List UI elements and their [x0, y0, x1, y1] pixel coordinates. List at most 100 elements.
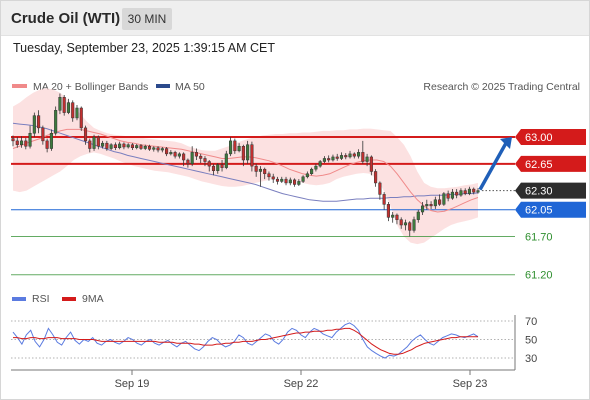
candle	[267, 171, 271, 181]
header-bar: Crude Oil (WTI) 30 MIN	[1, 1, 589, 36]
candle	[173, 150, 177, 159]
forecast-arrow	[478, 137, 512, 191]
candle	[203, 156, 207, 167]
candle	[139, 143, 143, 151]
candle	[190, 146, 194, 167]
ma9-legend-label: 9MA	[82, 293, 104, 305]
candle	[297, 179, 301, 186]
candle	[207, 160, 211, 172]
rsi-tick-70: 70	[525, 316, 537, 328]
candle	[101, 140, 105, 149]
x-tick-label: Sep 19	[115, 378, 150, 390]
candle	[160, 147, 164, 153]
candle	[241, 144, 245, 167]
candle	[118, 141, 122, 150]
rsi-panel: 70 50 30	[11, 316, 537, 365]
candle	[79, 106, 83, 131]
rsi-tick-30: 30	[525, 353, 537, 365]
bollinger-band-area	[13, 88, 478, 245]
rsi-line	[12, 322, 479, 359]
candle	[275, 176, 280, 185]
candle	[96, 135, 100, 150]
candle	[339, 152, 344, 160]
candle	[152, 146, 156, 152]
candle	[28, 125, 32, 149]
candle	[459, 188, 463, 197]
candle	[250, 141, 254, 172]
candle	[280, 176, 284, 183]
candle	[156, 146, 160, 153]
candle	[233, 138, 237, 154]
candle	[263, 167, 267, 180]
forecast-arrow-head	[500, 137, 512, 150]
candle	[472, 187, 476, 195]
candle	[369, 155, 373, 176]
candle	[391, 212, 395, 223]
candle	[194, 148, 198, 160]
candle	[450, 189, 454, 200]
rsi-legend-label: RSI	[32, 293, 50, 305]
candle	[455, 189, 459, 199]
candle	[71, 100, 75, 122]
candle	[310, 167, 314, 176]
bollinger-band	[13, 88, 478, 245]
level-label-61-20: 61.20	[525, 270, 553, 282]
candle	[344, 153, 348, 160]
x-tick-label: Sep 23	[453, 378, 488, 390]
candle	[403, 219, 408, 231]
candle	[420, 202, 425, 216]
candle	[62, 95, 66, 116]
candle	[408, 221, 412, 237]
candle	[88, 138, 92, 153]
rsi-legend-swatch	[12, 297, 26, 301]
level-label-62-05-tag	[515, 201, 586, 218]
candle	[83, 125, 88, 145]
candle	[135, 143, 139, 150]
candle	[382, 192, 386, 210]
candle	[216, 163, 220, 174]
level-label-61-70: 61.70	[525, 231, 553, 243]
candle	[41, 125, 45, 145]
candle	[32, 112, 36, 138]
candle	[49, 129, 53, 151]
candle	[147, 144, 152, 151]
candle	[11, 135, 15, 147]
candle	[365, 153, 369, 167]
candle	[433, 196, 437, 209]
candle	[271, 173, 275, 183]
copyright-label: Research © 2025 Trading Central	[423, 81, 580, 93]
candle	[130, 143, 134, 151]
ma20-legend-swatch	[12, 84, 27, 88]
ma50-legend-label: MA 50	[175, 81, 205, 93]
candle	[361, 140, 365, 164]
candle	[75, 104, 79, 121]
candle	[199, 153, 203, 164]
timeframe-badge[interactable]: 30 MIN	[122, 8, 172, 30]
candle	[335, 153, 339, 161]
candle	[109, 143, 113, 151]
candle	[288, 177, 292, 186]
candle	[105, 140, 109, 151]
rsi-legend: RSI 9MA	[12, 293, 104, 305]
candle	[425, 199, 429, 210]
candle	[186, 158, 190, 168]
level-label-62-30-tag	[515, 182, 586, 199]
candle	[19, 136, 24, 148]
main-legend: MA 20 + Bollinger Bands MA 50 Research ©…	[12, 81, 580, 93]
candle	[143, 144, 147, 151]
candle	[374, 169, 378, 187]
candle	[182, 152, 186, 167]
candle	[37, 110, 41, 134]
candle	[378, 181, 382, 200]
candle	[58, 93, 62, 115]
candle	[438, 194, 442, 206]
candle	[412, 216, 416, 233]
instrument-title: Crude Oil (WTI)	[11, 10, 121, 27]
candle	[113, 142, 117, 151]
candle	[169, 150, 173, 156]
candle	[54, 106, 58, 136]
forecast-arrow-shaft	[478, 142, 508, 191]
candle	[293, 178, 297, 187]
candle	[224, 150, 228, 170]
